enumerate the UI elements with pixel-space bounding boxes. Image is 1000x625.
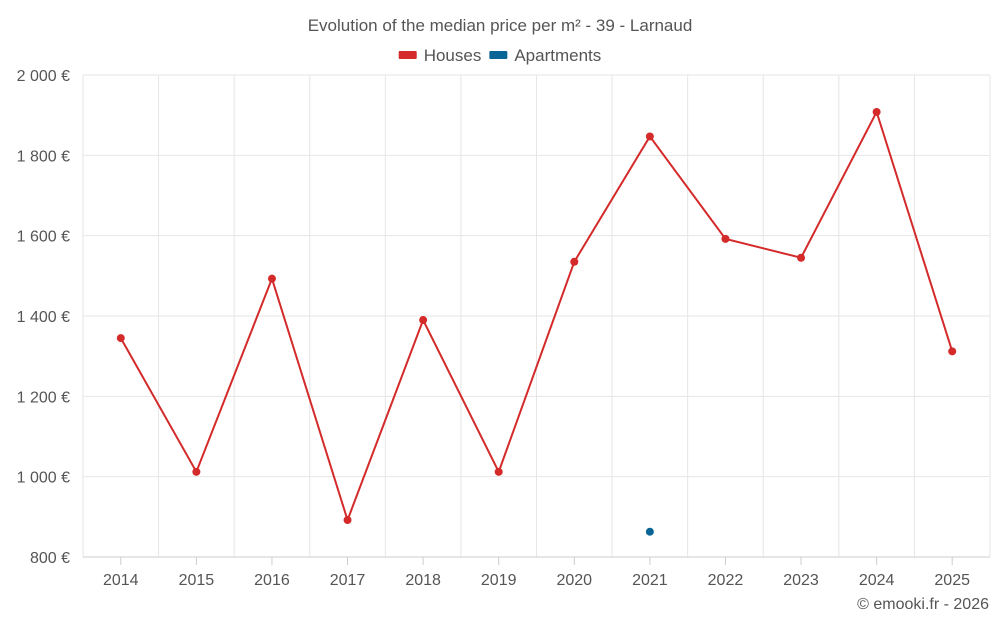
x-axis: 2014 2015 2016 2017 2018 2019 2020 2021 2022 2023… (83, 556, 990, 589)
series-houses (116, 107, 957, 525)
legend-swatch-houses (398, 51, 417, 59)
grid-lines (82, 74, 991, 557)
series-apartments (645, 527, 654, 536)
data-point-houses[interactable] (116, 334, 125, 343)
data-point-houses[interactable] (494, 467, 503, 476)
data-point-houses[interactable] (570, 257, 579, 266)
data-point-houses[interactable] (343, 516, 352, 525)
chart-title: Evolution of the median price per m² - 3… (308, 16, 693, 35)
x-tick-label: 2016 (254, 572, 290, 589)
x-tick-label: 2020 (556, 572, 592, 589)
y-tick-label: 1 200 € (17, 389, 70, 406)
data-point-apartments[interactable] (645, 527, 654, 536)
legend-swatch-apartments (489, 51, 508, 59)
y-tick-label: 1 400 € (17, 309, 70, 326)
data-point-houses[interactable] (797, 253, 806, 262)
data-point-houses[interactable] (192, 467, 201, 476)
data-point-houses[interactable] (419, 316, 428, 325)
data-point-houses[interactable] (267, 274, 276, 283)
legend-item-apartments[interactable]: Apartments (489, 46, 601, 65)
x-tick-label: 2018 (405, 572, 441, 589)
legend-label-apartments: Apartments (514, 46, 601, 65)
x-tick-label: 2017 (330, 572, 366, 589)
legend-item-houses[interactable]: Houses (398, 46, 482, 65)
legend-label-houses: Houses (424, 46, 482, 65)
x-tick-label: 2021 (632, 572, 668, 589)
x-tick-label: 2025 (934, 572, 970, 589)
data-point-houses[interactable] (872, 107, 881, 116)
series-layer (116, 107, 957, 536)
data-point-houses[interactable] (645, 132, 654, 141)
y-tick-label: 1 000 € (17, 470, 70, 487)
x-tick-label: 2024 (859, 572, 895, 589)
x-tick-label: 2014 (103, 572, 139, 589)
series-line-houses (119, 109, 954, 524)
credit-text: © emooki.fr - 2026 (857, 596, 989, 613)
x-tick-label: 2023 (783, 572, 819, 589)
x-tick-label: 2015 (179, 572, 215, 589)
data-point-houses[interactable] (948, 347, 957, 356)
y-axis: 800 € 1 000 € 1 200 € 1 400 € 1 600 € 1 800 €… (17, 68, 70, 567)
data-point-houses[interactable] (721, 234, 730, 243)
y-tick-label: 1 600 € (17, 229, 70, 246)
chart-legend: Houses Apartments (398, 46, 601, 65)
x-tick-label: 2019 (481, 572, 517, 589)
y-tick-label: 1 800 € (17, 148, 70, 165)
y-tick-label: 800 € (30, 550, 70, 567)
x-tick-label: 2022 (708, 572, 744, 589)
y-tick-label: 2 000 € (17, 68, 70, 85)
